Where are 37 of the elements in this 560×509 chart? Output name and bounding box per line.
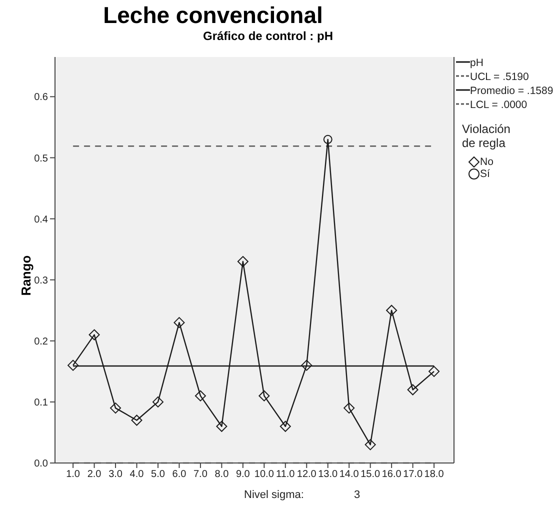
legend-label: Promedio = .1589 bbox=[469, 84, 554, 98]
text: Nivel sigma: bbox=[244, 489, 304, 501]
chart-title: Leche convencional bbox=[102, 2, 324, 29]
y-tick-label: 0.3 bbox=[34, 275, 48, 286]
y-tick-label: 0.6 bbox=[34, 92, 48, 104]
text: 3 bbox=[354, 489, 360, 501]
legend-label: Sí bbox=[479, 168, 491, 180]
x-tick-label: 16.0 bbox=[382, 469, 402, 480]
x-tick-label: 14.0 bbox=[339, 469, 360, 480]
x-tick-label: 1.0 bbox=[66, 469, 80, 480]
legend-label: LCL = .0000 bbox=[469, 98, 528, 112]
x-tick-label: 18.0 bbox=[424, 469, 444, 480]
x-tick-label: 7.0 bbox=[194, 469, 208, 480]
x-tick-label: 12.0 bbox=[296, 469, 317, 480]
x-tick-label: 4.0 bbox=[130, 469, 144, 480]
legend-label: pH bbox=[469, 56, 484, 70]
x-tick-label: 11.0 bbox=[276, 469, 296, 480]
legend-label: No bbox=[479, 156, 494, 168]
x-tick-label: 2.0 bbox=[87, 469, 102, 480]
x-tick-label: 15.0 bbox=[360, 469, 380, 480]
x-tick-label: 10.0 bbox=[254, 469, 274, 480]
y-tick-label: 0.1 bbox=[34, 397, 48, 408]
legend-label: UCL = .5190 bbox=[469, 70, 530, 84]
chart-subtitle: Gráfico de control : pH bbox=[202, 29, 334, 43]
legend-title: Violación de regla bbox=[461, 122, 512, 150]
y-tick-label: 0.2 bbox=[34, 336, 48, 348]
y-tick-label: 0.5 bbox=[34, 153, 48, 164]
x-tick-label: 3.0 bbox=[108, 469, 123, 480]
x-tick-label: 8.0 bbox=[214, 469, 230, 480]
y-tick-label: 0.0 bbox=[34, 458, 48, 470]
y-tick-label: 0.4 bbox=[34, 214, 48, 226]
x-tick-label: 6.0 bbox=[172, 469, 187, 480]
y-axis-title: Rango bbox=[18, 254, 34, 298]
x-tick-label: 5.0 bbox=[151, 469, 166, 480]
x-tick-label: 17.0 bbox=[403, 469, 423, 480]
x-tick-label: 13.0 bbox=[318, 469, 338, 480]
x-tick-label: 9.0 bbox=[236, 469, 250, 480]
